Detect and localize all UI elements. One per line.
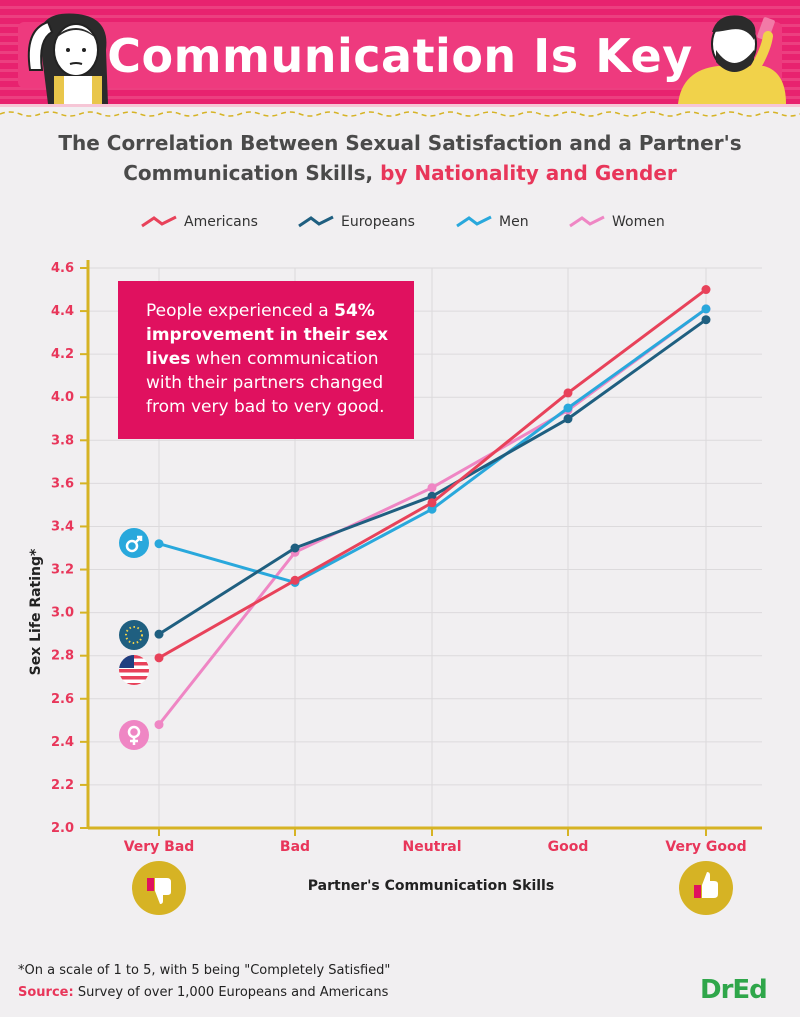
header-banner: Communication Is Key	[0, 0, 800, 107]
man-illustration	[678, 15, 786, 104]
subtitle-line-2-highlight: by Nationality and Gender	[380, 161, 677, 185]
x-tick-label: Bad	[280, 839, 310, 855]
callout-text-post: when communication with their partners c…	[146, 349, 385, 417]
x-tick-label: Very Bad	[124, 839, 195, 855]
page-title: Communication Is Key	[107, 29, 693, 83]
data-point-men	[701, 304, 711, 314]
legend-item-women: Women	[568, 208, 665, 236]
y-tick-label: 3.8	[51, 433, 74, 448]
series	[154, 285, 711, 730]
data-point-europeans	[290, 543, 300, 553]
y-tick-label: 4.6	[51, 261, 74, 276]
y-tick-label: 2.4	[51, 735, 74, 750]
footnote: *On a scale of 1 to 5, with 5 being "Com…	[18, 963, 391, 978]
y-tick-label: 2.8	[51, 649, 74, 664]
data-point-americans	[290, 575, 300, 585]
source-text: Survey of over 1,000 Europeans and Ameri…	[77, 985, 389, 1000]
x-tick-label: Very Good	[665, 839, 746, 855]
y-tick-label: 2.0	[51, 821, 74, 836]
data-point-europeans	[701, 315, 711, 325]
y-tick-label: 2.2	[51, 778, 74, 793]
legend-item-americans: Americans	[140, 208, 258, 236]
subtitle-line-2: Communication Skills, by Nationality and…	[0, 158, 800, 188]
x-axis-title: Partner's Communication Skills	[308, 878, 554, 894]
data-point-women	[154, 720, 164, 730]
data-point-europeans	[427, 491, 437, 501]
female-icon	[119, 720, 149, 750]
legend-swatch-americans	[141, 215, 177, 228]
x-ticks: Very Bad Bad Neutral Good Very Good	[124, 839, 747, 855]
axes	[80, 260, 762, 836]
legend-swatch-women	[569, 215, 605, 228]
data-point-europeans	[563, 414, 573, 424]
data-point-men	[154, 539, 164, 549]
us-flag-icon	[119, 655, 149, 685]
thumbs-up-icon	[679, 861, 733, 915]
data-point-women	[427, 483, 437, 493]
data-point-americans	[701, 285, 711, 295]
thumbs-down-icon	[132, 861, 186, 915]
legend-label-europeans: Europeans	[341, 214, 415, 230]
data-point-americans	[427, 498, 437, 508]
source-label: Source:	[18, 985, 74, 1000]
y-tick-label: 4.4	[51, 304, 74, 319]
brand-logo[interactable]: DrEd	[700, 975, 768, 1005]
woman-illustration	[27, 13, 108, 104]
grid	[88, 267, 762, 828]
data-point-men	[427, 504, 437, 514]
legend-label-women: Women	[612, 214, 665, 230]
data-point-europeans	[154, 629, 164, 639]
line-chart: 2.0 2.2 2.4 2.6 2.8 3.0 3.2 3.4 3.6 3.8 4.0 4.2 4.4 4…	[28, 260, 762, 915]
subtitle-line-1: The Correlation Between Sexual Satisfact…	[58, 131, 742, 155]
source-line: Source: Survey of over 1,000 Europeans a…	[18, 985, 388, 1000]
legend-item-europeans: Europeans	[297, 208, 415, 236]
y-tick-label: 4.2	[51, 347, 74, 362]
y-tick-label: 3.6	[51, 476, 74, 491]
legend-item-men: Men	[455, 208, 529, 236]
subtitle-line-2-plain: Communication Skills,	[123, 161, 374, 185]
x-tick-label: Good	[548, 839, 589, 855]
legend-swatch-europeans	[298, 215, 334, 228]
y-ticks: 2.0 2.2 2.4 2.6 2.8 3.0 3.2 3.4 3.6 3.8 4.0 4.2 4.4 4…	[51, 261, 74, 836]
callout-text-bold: 54% improvement in their sex lives	[146, 301, 389, 369]
legend-label-americans: Americans	[184, 214, 258, 230]
y-axis-title: Sex Life Rating*	[28, 548, 44, 675]
y-tick-label: 2.6	[51, 692, 74, 707]
callout-text-pre: People experienced a	[146, 301, 335, 321]
callout-box: People experienced a 54% improvement in …	[118, 281, 414, 439]
legend-swatch-men	[456, 215, 492, 228]
y-tick-label: 3.0	[51, 606, 74, 621]
title-box	[18, 22, 782, 88]
legend-label-men: Men	[499, 214, 529, 230]
header-divider	[0, 111, 800, 117]
chart-subtitle: The Correlation Between Sexual Satisfact…	[0, 128, 800, 188]
data-point-americans	[563, 388, 573, 398]
chart-legend: Americans Europeans Men Women	[0, 208, 800, 236]
y-tick-label: 3.4	[51, 519, 74, 534]
y-tick-label: 3.2	[51, 563, 74, 578]
male-icon	[119, 528, 149, 558]
data-point-men	[563, 403, 573, 413]
x-tick-label: Neutral	[402, 839, 461, 855]
y-tick-label: 4.0	[51, 390, 74, 405]
data-point-americans	[154, 653, 164, 663]
eu-flag-icon	[119, 620, 149, 650]
